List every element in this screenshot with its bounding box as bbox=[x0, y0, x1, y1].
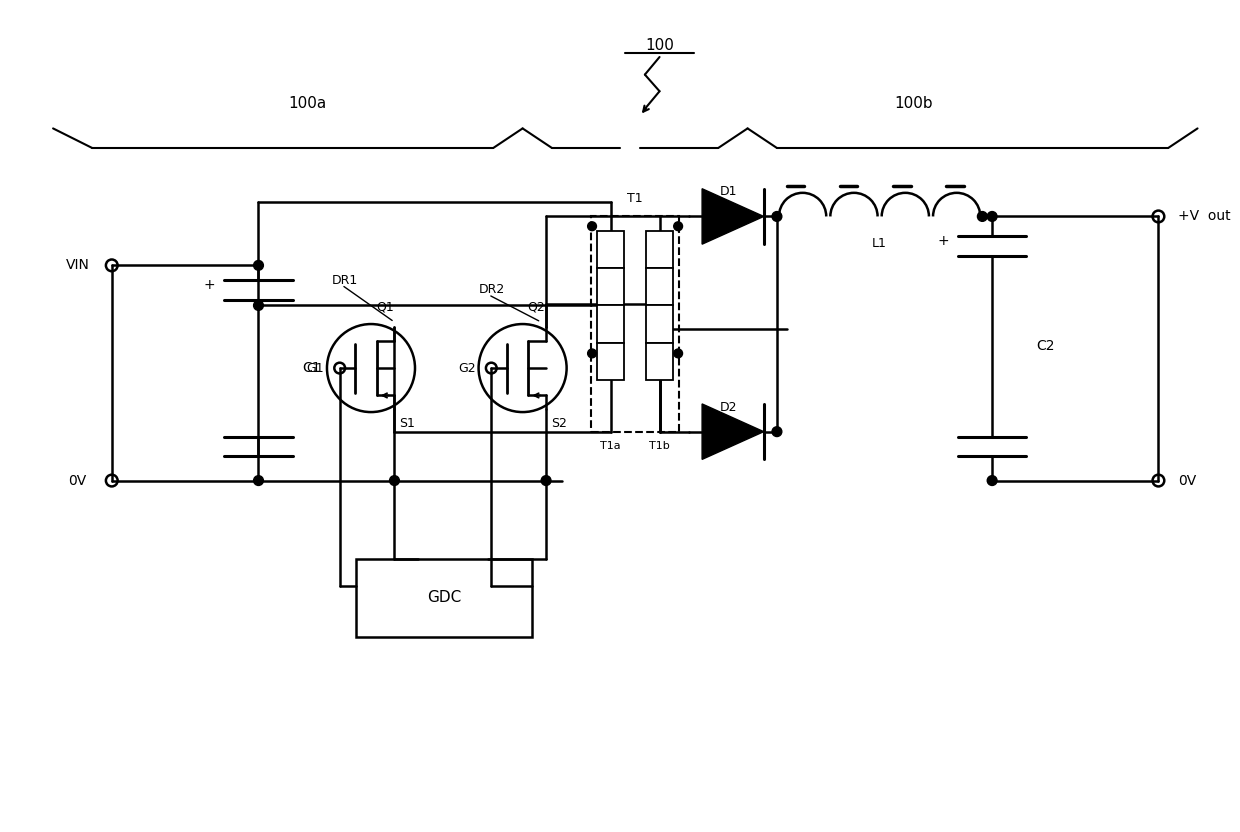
Text: S2: S2 bbox=[551, 418, 567, 430]
Bar bbox=[596, 268, 624, 305]
Text: D1: D1 bbox=[719, 186, 737, 199]
Circle shape bbox=[389, 476, 399, 485]
Text: C2: C2 bbox=[1037, 339, 1055, 353]
Text: 100b: 100b bbox=[894, 97, 934, 111]
Bar bbox=[646, 268, 673, 305]
Text: T1: T1 bbox=[627, 192, 642, 206]
Circle shape bbox=[254, 476, 263, 485]
Circle shape bbox=[673, 349, 682, 358]
Text: S1: S1 bbox=[399, 418, 415, 430]
Text: T1a: T1a bbox=[600, 441, 621, 451]
Text: +: + bbox=[203, 278, 216, 292]
Bar bbox=[591, 216, 680, 432]
Text: 100a: 100a bbox=[288, 97, 326, 111]
Circle shape bbox=[588, 349, 596, 358]
Circle shape bbox=[673, 222, 682, 230]
Text: 0V: 0V bbox=[1178, 473, 1197, 488]
Bar bbox=[646, 305, 673, 343]
Text: G1: G1 bbox=[306, 362, 324, 374]
Text: Q1: Q1 bbox=[376, 301, 393, 314]
Bar bbox=[646, 231, 673, 268]
Circle shape bbox=[773, 211, 781, 221]
Circle shape bbox=[254, 260, 263, 270]
Text: D2: D2 bbox=[719, 401, 737, 414]
Text: DR1: DR1 bbox=[332, 274, 358, 286]
Text: L1: L1 bbox=[872, 237, 887, 250]
Text: T1b: T1b bbox=[650, 441, 670, 451]
Bar bbox=[596, 305, 624, 343]
Bar bbox=[646, 343, 673, 379]
Text: 100: 100 bbox=[645, 37, 675, 52]
Text: DR2: DR2 bbox=[479, 284, 505, 296]
Circle shape bbox=[254, 300, 263, 310]
Polygon shape bbox=[702, 189, 764, 244]
Text: VIN: VIN bbox=[66, 259, 89, 272]
Circle shape bbox=[987, 476, 997, 485]
Text: +V  out: +V out bbox=[1178, 210, 1230, 224]
Text: 0V: 0V bbox=[68, 473, 87, 488]
Bar bbox=[596, 343, 624, 379]
Circle shape bbox=[588, 222, 596, 230]
Text: C1: C1 bbox=[303, 361, 321, 375]
Circle shape bbox=[773, 427, 781, 437]
Text: GDC: GDC bbox=[428, 591, 461, 606]
Bar bbox=[596, 231, 624, 268]
Text: +: + bbox=[937, 234, 949, 248]
Polygon shape bbox=[702, 404, 764, 459]
Bar bbox=[356, 559, 532, 637]
Text: Q2: Q2 bbox=[527, 301, 546, 314]
Circle shape bbox=[541, 476, 551, 485]
Circle shape bbox=[977, 211, 987, 221]
Circle shape bbox=[987, 211, 997, 221]
Text: G2: G2 bbox=[458, 362, 476, 374]
